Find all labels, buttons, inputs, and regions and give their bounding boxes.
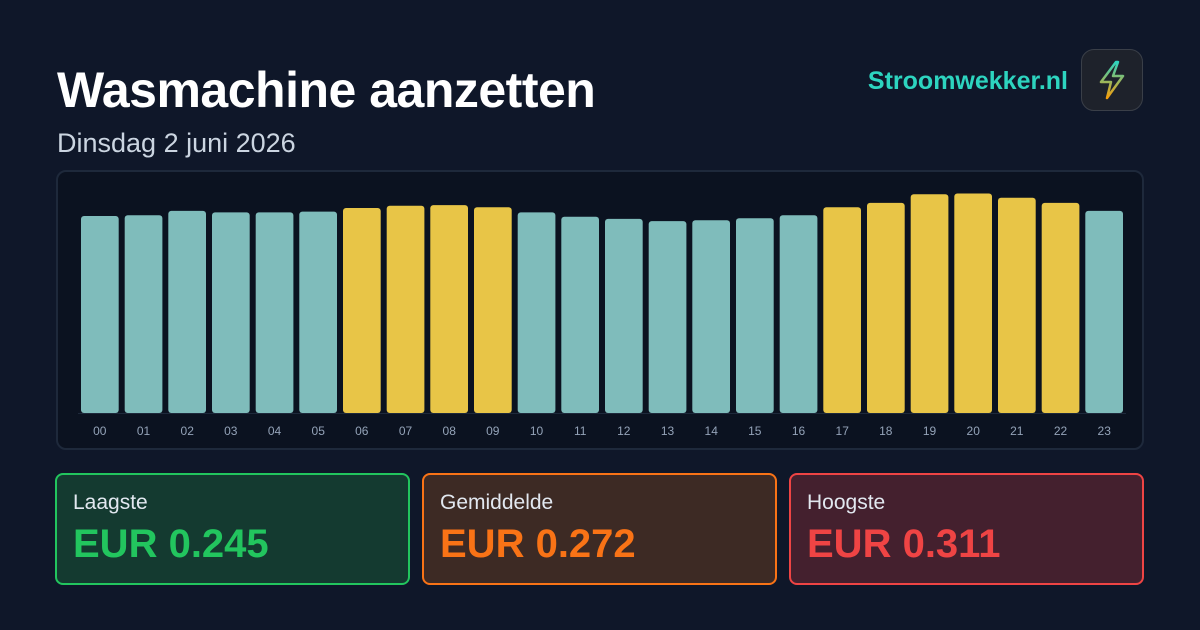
bar-hour-19 (910, 194, 949, 413)
x-tick-label: 17 (836, 424, 850, 438)
bar-hour-23 (1085, 210, 1123, 413)
average-price-label: Gemiddelde (440, 491, 554, 514)
x-tick-label: 14 (705, 424, 719, 438)
bar-hour-02 (168, 210, 206, 413)
bar-hour-15 (736, 218, 774, 413)
date-subtitle: Dinsdag 2 juni 2026 (57, 128, 296, 158)
x-tick-label: 15 (748, 424, 762, 438)
x-tick-label: 22 (1054, 424, 1068, 438)
bar-hour-20 (954, 193, 992, 413)
x-tick-label: 07 (399, 424, 413, 438)
x-tick-label: 09 (486, 424, 500, 438)
x-tick-label: 19 (923, 424, 937, 438)
bar-hour-00 (81, 216, 119, 413)
lightning-bolt-icon (1099, 60, 1125, 100)
page-title: Wasmachine aanzetten (57, 62, 596, 118)
bar-hour-12 (605, 218, 643, 413)
bar-hour-11 (561, 216, 599, 413)
x-tick-label: 04 (268, 424, 282, 438)
x-tick-label: 02 (181, 424, 195, 438)
bar-hour-17 (823, 207, 861, 413)
bar-hour-16 (779, 215, 818, 413)
bar-hour-18 (867, 202, 905, 413)
average-price-value: EUR 0.272 (440, 522, 636, 566)
x-tick-label: 18 (879, 424, 893, 438)
bar-hour-04 (255, 212, 294, 413)
x-tick-label: 11 (574, 424, 587, 438)
x-tick-label: 00 (93, 424, 107, 438)
bar-hour-08 (430, 205, 468, 413)
highest-price-card: Hoogste EUR 0.311 (789, 473, 1144, 585)
x-tick-label: 16 (792, 424, 806, 438)
brand-link[interactable]: Stroomwekker.nl (867, 67, 1068, 95)
x-tick-label: 03 (224, 424, 238, 438)
lowest-price-card: Laagste EUR 0.245 (55, 473, 410, 585)
average-price-card: Gemiddelde EUR 0.272 (422, 473, 777, 585)
bar-hour-09 (474, 207, 512, 413)
x-tick-label: 01 (137, 424, 151, 438)
bar-hour-07 (386, 205, 425, 413)
bar-hour-21 (998, 197, 1036, 413)
price-chart: 00 01 02 03 04 05 06 07 08 09 10 11 12 13 14 15 16 17 18 19… (56, 170, 1144, 450)
brand-logo (1081, 49, 1143, 111)
x-tick-label: 21 (1010, 424, 1024, 438)
bar-hour-22 (1041, 202, 1080, 413)
x-tick-label: 10 (530, 424, 544, 438)
bar-hour-03 (212, 212, 250, 413)
x-tick-label: 12 (617, 424, 631, 438)
bar-hour-13 (648, 221, 687, 413)
lowest-price-value: EUR 0.245 (73, 522, 269, 566)
bar-hour-14 (692, 220, 730, 413)
highest-price-value: EUR 0.311 (807, 522, 1001, 566)
lowest-price-label: Laagste (73, 491, 148, 514)
price-chart-svg: 00 01 02 03 04 05 06 07 08 09 10 11 12 13 14 15 16 17 18 19… (78, 193, 1126, 438)
x-tick-label: 08 (443, 424, 457, 438)
x-tick-label: 13 (661, 424, 675, 438)
bar-hour-01 (124, 215, 163, 413)
highest-price-label: Hoogste (807, 491, 886, 514)
bar-hour-05 (299, 211, 337, 413)
x-tick-label: 23 (1098, 424, 1112, 438)
x-tick-label: 05 (312, 424, 326, 438)
bar-hour-06 (343, 208, 381, 413)
x-tick-label: 06 (355, 424, 369, 438)
bar-hour-10 (517, 212, 556, 413)
x-tick-label: 20 (967, 424, 981, 438)
